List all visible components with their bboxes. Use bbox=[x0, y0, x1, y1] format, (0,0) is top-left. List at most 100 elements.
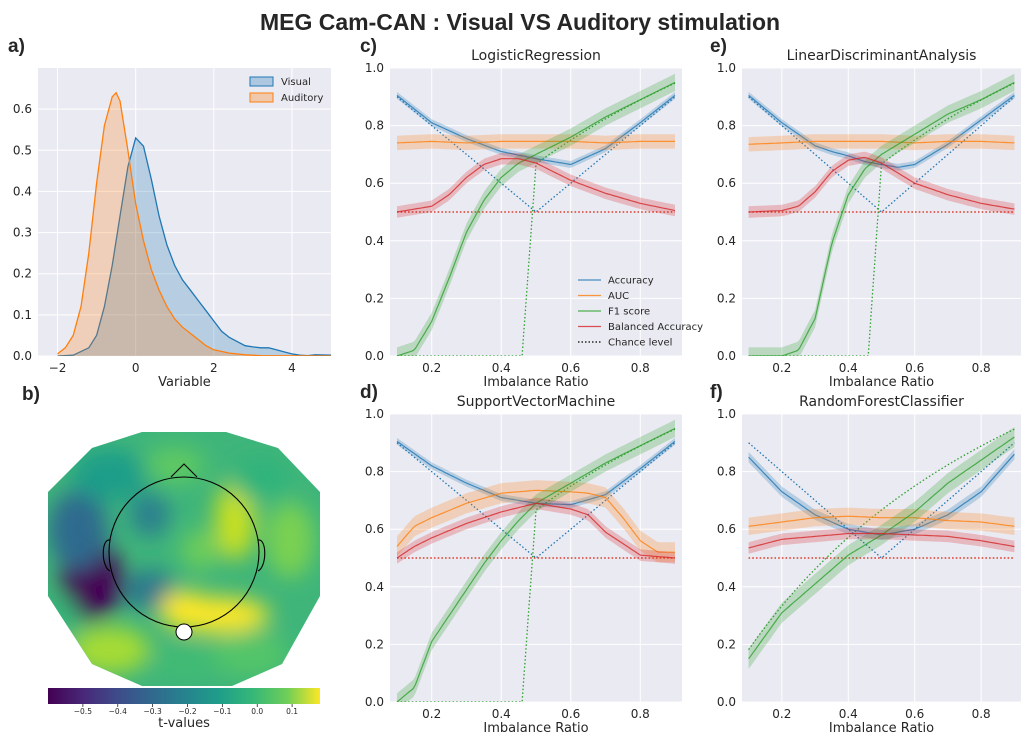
panel-label-a: a) bbox=[8, 36, 25, 57]
kde-legend-label: Auditory bbox=[281, 93, 323, 104]
rf-xtick-label: 0.8 bbox=[972, 707, 991, 721]
lda-xtick-label: 0.2 bbox=[772, 361, 791, 375]
lda-xtick-label: 0.8 bbox=[972, 361, 991, 375]
legend-label: F1 score bbox=[608, 307, 650, 318]
topomap-panel: −0.5 −0.4 −0.3 −0.2 −0.1 0.0 0.1 t-values bbox=[48, 432, 320, 731]
kde-ytick-label: 0.0 bbox=[13, 349, 32, 363]
rf-ytick-label: 0.8 bbox=[717, 465, 736, 479]
kde-area-auditory bbox=[57, 92, 331, 356]
lda-line-auc bbox=[748, 140, 1015, 145]
lda-line-f1-score bbox=[748, 81, 1015, 356]
svm-band-balanced-accuracy bbox=[397, 497, 675, 564]
random-forest-panel: 0.2 0.4 0.6 0.8 0.0 0.2 0.4 0.6 0.8 1.0 RandomFore… bbox=[717, 394, 1021, 735]
kde-legend: Visual Auditory bbox=[249, 76, 323, 104]
legend-label: Accuracy bbox=[608, 276, 654, 287]
colorbar bbox=[48, 688, 320, 704]
kde-series-group bbox=[57, 91, 331, 356]
lr-chance-accuracy bbox=[396, 96, 676, 213]
reference-sensor bbox=[175, 623, 193, 641]
lr-line-f1-score bbox=[396, 81, 676, 356]
rf-xtick-label: 0.2 bbox=[772, 707, 791, 721]
rf-chance-accuracy bbox=[748, 442, 1015, 559]
lr-band-auc bbox=[397, 134, 675, 151]
lr-xtick-label: 0.2 bbox=[422, 361, 441, 375]
kde-ytick-label: 0.6 bbox=[13, 102, 32, 116]
colorbar-tick-label: 0.0 bbox=[251, 707, 263, 716]
svm-xtick-label: 0.2 bbox=[422, 707, 441, 721]
svm-xlabel: Imbalance Ratio bbox=[483, 721, 588, 735]
logistic-regression-panel: 0.2 0.4 0.6 0.8 0.0 0.2 0.4 0.6 0.8 1.0 LogisticRe… bbox=[365, 48, 703, 390]
lda-xtick-label: 0.6 bbox=[905, 361, 924, 375]
rf-ytick-label: 0.2 bbox=[717, 637, 736, 651]
kde-ytick-label: 0.3 bbox=[13, 226, 32, 240]
lda-line-balanced-accuracy bbox=[748, 156, 1015, 213]
topomap-heatmap bbox=[48, 432, 320, 686]
lda-title: LinearDiscriminantAnalysis bbox=[787, 48, 977, 64]
lda-xtick-label: 0.4 bbox=[839, 361, 858, 375]
rf-band-f1-score bbox=[748, 427, 1015, 669]
kde-xtick-label: 2 bbox=[210, 361, 218, 375]
panel-label-b: b) bbox=[22, 384, 40, 405]
svm-ytick-label: 1.0 bbox=[365, 407, 384, 421]
kde-line-visual bbox=[57, 136, 331, 356]
kde-panel: −2 0 2 4 0.0 0.1 0.2 0.3 0.4 0.5 0.6 Variable Visual… bbox=[13, 68, 331, 390]
legend-label: AUC bbox=[608, 291, 629, 302]
kde-xtick-label: 0 bbox=[132, 361, 140, 375]
lda-ytick-label: 0.4 bbox=[717, 234, 736, 248]
kde-xtick-label: −2 bbox=[49, 361, 67, 375]
rf-line-f1-score bbox=[748, 436, 1015, 660]
lr-ytick-label: 0.6 bbox=[365, 176, 384, 190]
lr-title: LogisticRegression bbox=[471, 48, 601, 64]
lda-band-accuracy bbox=[748, 91, 1015, 171]
panel-label-e: e) bbox=[710, 36, 727, 57]
svm-series-group bbox=[396, 419, 676, 702]
lr-ytick-label: 0.0 bbox=[365, 349, 384, 363]
svm-ytick-label: 0.0 bbox=[365, 695, 384, 709]
svm-xtick-label: 0.4 bbox=[492, 707, 511, 721]
kde-ytick-label: 0.2 bbox=[13, 267, 32, 281]
rf-ytick-label: 0.6 bbox=[717, 522, 736, 536]
svm-line-auc bbox=[396, 489, 675, 553]
rf-band-auc bbox=[748, 507, 1015, 535]
kde-ytick-label: 0.4 bbox=[13, 184, 32, 198]
rf-line-balanced-accuracy bbox=[748, 532, 1015, 549]
lr-xlabel: Imbalance Ratio bbox=[483, 375, 588, 390]
colorbar-tick-label: 0.1 bbox=[286, 707, 298, 716]
lr-line-balanced-accuracy bbox=[396, 158, 676, 213]
colorbar-label: t-values bbox=[158, 716, 210, 731]
lr-xtick-label: 0.6 bbox=[561, 361, 580, 375]
legend-label: Chance level bbox=[608, 338, 672, 349]
lr-ytick-label: 0.4 bbox=[365, 234, 384, 248]
rf-xlabel: Imbalance Ratio bbox=[829, 721, 934, 735]
svm-band-f1-score bbox=[397, 419, 675, 702]
kde-line-auditory bbox=[57, 91, 331, 356]
lr-band-balanced-accuracy bbox=[397, 153, 675, 218]
lr-xtick-label: 0.4 bbox=[492, 361, 511, 375]
rf-xtick-label: 0.6 bbox=[905, 707, 924, 721]
rf-chance-f1 bbox=[748, 428, 1015, 650]
lr-line-auc bbox=[396, 140, 675, 144]
kde-xlabel: Variable bbox=[158, 375, 211, 390]
kde-legend-swatch bbox=[249, 76, 274, 87]
legend-label: Balanced Accuracy bbox=[608, 322, 703, 333]
figure-title: MEG Cam-CAN : Visual VS Auditory stimula… bbox=[260, 9, 780, 35]
svm-ytick-label: 0.6 bbox=[365, 522, 384, 536]
lr-ytick-label: 0.2 bbox=[365, 291, 384, 305]
svm-ytick-label: 0.4 bbox=[365, 580, 384, 594]
svm-panel: 0.2 0.4 0.6 0.8 0.0 0.2 0.4 0.6 0.8 1.0 SupportVec… bbox=[365, 394, 682, 735]
lr-line-accuracy bbox=[396, 94, 676, 166]
kde-area-visual bbox=[57, 137, 331, 356]
kde-ytick-label: 0.1 bbox=[13, 308, 32, 322]
rf-xtick-label: 0.4 bbox=[839, 707, 858, 721]
svm-line-balanced-accuracy bbox=[396, 502, 676, 559]
rf-line-auc bbox=[748, 515, 1015, 527]
lda-ytick-label: 0.2 bbox=[717, 291, 736, 305]
panel-label-f: f) bbox=[710, 382, 723, 403]
svm-band-accuracy bbox=[397, 437, 675, 509]
lr-xtick-label: 0.8 bbox=[631, 361, 650, 375]
rf-ytick-label: 1.0 bbox=[717, 407, 736, 421]
svm-xtick-label: 0.6 bbox=[561, 707, 580, 721]
lda-band-f1-score bbox=[748, 73, 1015, 356]
lda-ytick-label: 0.6 bbox=[717, 176, 736, 190]
